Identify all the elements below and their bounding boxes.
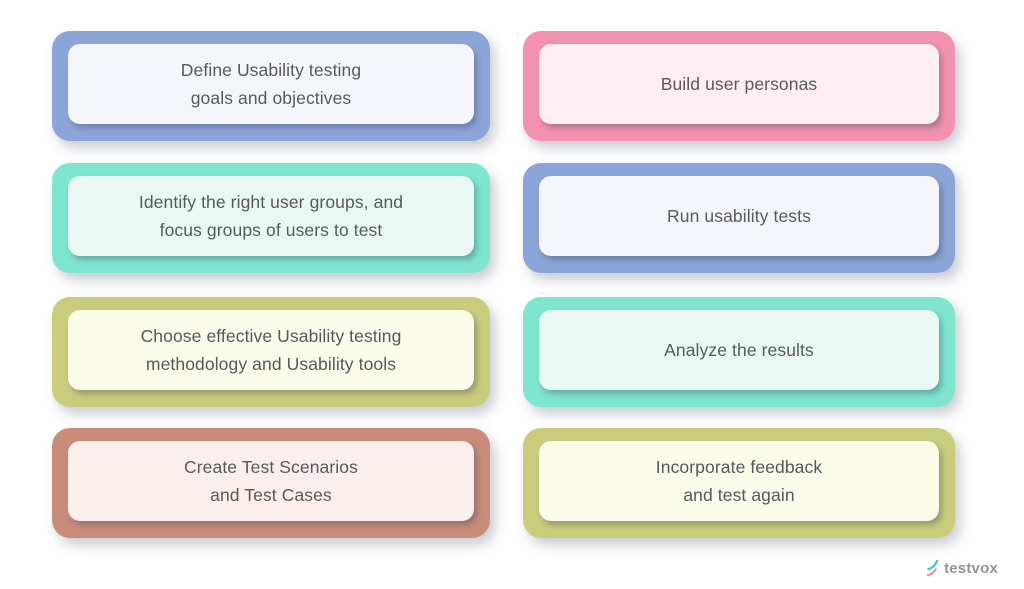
step-card-inner: Analyze the results: [539, 310, 939, 390]
brand-name: testvox: [944, 560, 998, 577]
step-card-run-tests: Run usability tests: [523, 163, 955, 273]
step-label: Build user personas: [660, 74, 818, 94]
step-label: Identify the right user groups, and focu…: [138, 192, 404, 240]
step-card-inner: Define Usability testing goals and objec…: [68, 44, 474, 124]
step-label: Choose effective Usability testing metho…: [140, 326, 402, 374]
step-card-define-goals: Define Usability testing goals and objec…: [52, 31, 490, 141]
step-card-inner: Identify the right user groups, and focu…: [68, 176, 474, 256]
step-card-analyze-results: Analyze the results: [523, 297, 955, 407]
step-card-choose-methodology: Choose effective Usability testing metho…: [52, 297, 490, 407]
step-label: Incorporate feedback and test again: [655, 457, 823, 505]
step-card-identify-groups: Identify the right user groups, and focu…: [52, 163, 490, 273]
step-card-incorporate-feedback: Incorporate feedback and test again: [523, 428, 955, 538]
step-label: Create Test Scenarios and Test Cases: [184, 457, 358, 505]
step-card-build-personas: Build user personas: [523, 31, 955, 141]
step-card-inner: Build user personas: [539, 44, 939, 124]
step-label: Analyze the results: [664, 340, 814, 360]
step-card-inner: Incorporate feedback and test again: [539, 441, 939, 521]
step-card-create-scenarios: Create Test Scenarios and Test Cases: [52, 428, 490, 538]
step-card-inner: Run usability tests: [539, 176, 939, 256]
step-card-inner: Choose effective Usability testing metho…: [68, 310, 474, 390]
step-label: Define Usability testing goals and objec…: [180, 60, 362, 108]
brand-logo: testvox: [926, 560, 998, 577]
step-card-inner: Create Test Scenarios and Test Cases: [68, 441, 474, 521]
testvox-logo-icon: [926, 560, 939, 577]
step-label: Run usability tests: [667, 206, 811, 226]
